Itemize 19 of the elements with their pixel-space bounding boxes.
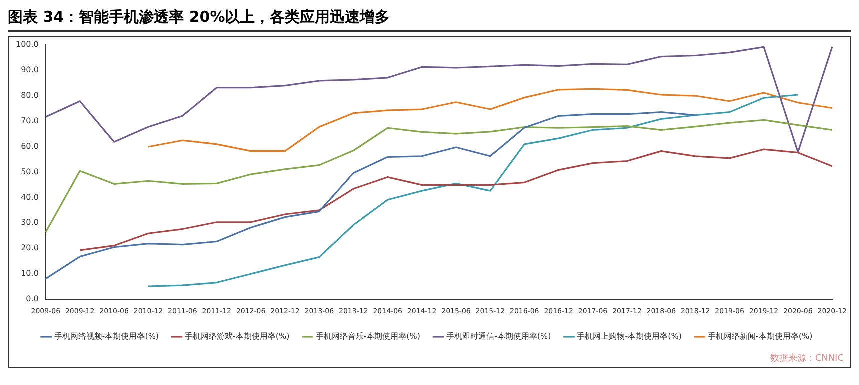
legend-label: 手机网上购物-本期使用率(%): [577, 332, 682, 342]
y-tick-label: 30.0: [21, 218, 39, 228]
y-tick-label: 10.0: [21, 269, 39, 278]
source-note: 数据来源：CNNIC: [770, 352, 844, 364]
y-tick-label: 40.0: [21, 192, 39, 202]
legend-label: 手机网络游戏-本期使用率(%): [185, 332, 290, 342]
legend-label: 手机即时通信-本期使用率(%): [446, 332, 552, 342]
legend-label: 手机网络新闻-本期使用率(%): [708, 332, 813, 342]
y-tick-label: 90.0: [21, 65, 39, 74]
legend-label: 手机网络音乐-本期使用率(%): [316, 332, 421, 342]
legend-label: 手机网络视频-本期使用率(%): [54, 332, 160, 342]
y-tick-label: 50.0: [21, 167, 39, 176]
y-tick-label: 60.0: [21, 142, 39, 151]
y-tick-label: 100.0: [16, 40, 39, 49]
y-tick-label: 80.0: [21, 90, 39, 100]
y-tick-label: 70.0: [21, 116, 39, 126]
chart-title: 图表 34：智能手机渗透率 20%以上，各类应用迅速增多: [8, 8, 851, 32]
y-tick-label: 0.0: [26, 294, 39, 304]
y-tick-label: 20.0: [21, 244, 39, 253]
